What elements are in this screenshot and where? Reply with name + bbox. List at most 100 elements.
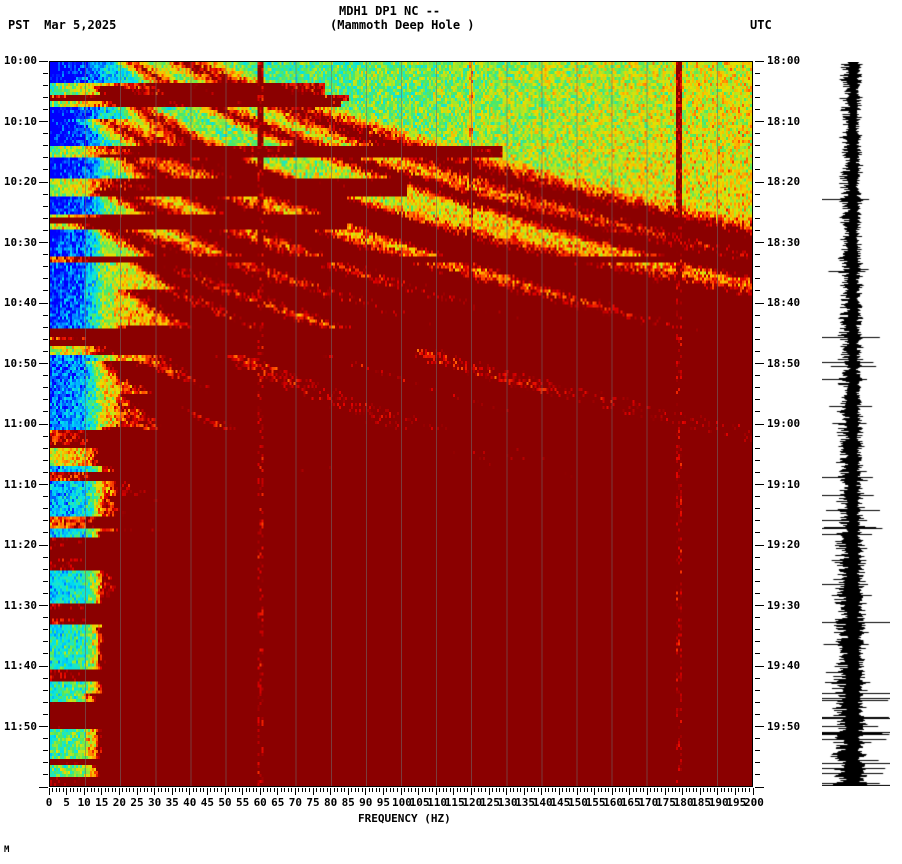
y-tick-label-pst: 10:30 bbox=[3, 235, 37, 249]
axis-tick bbox=[43, 145, 48, 147]
axis-tick bbox=[703, 788, 705, 792]
axis-tick bbox=[326, 788, 328, 792]
axis-tick bbox=[755, 96, 760, 98]
axis-tick bbox=[43, 568, 48, 570]
x-tick-label: 10 bbox=[77, 796, 91, 809]
axis-tick bbox=[43, 629, 48, 631]
y-tick-label-pst: 11:30 bbox=[3, 598, 37, 612]
x-tick-label: 110 bbox=[427, 796, 448, 809]
axis-tick bbox=[523, 788, 525, 795]
axis-tick bbox=[43, 435, 48, 437]
axis-tick bbox=[755, 423, 764, 425]
axis-tick bbox=[43, 326, 48, 328]
axis-tick bbox=[291, 788, 293, 792]
axis-tick bbox=[39, 60, 48, 62]
axis-tick bbox=[284, 788, 286, 792]
axis-tick bbox=[706, 788, 708, 792]
axis-tick bbox=[755, 290, 760, 292]
axis-tick bbox=[587, 788, 589, 792]
axis-tick bbox=[185, 788, 187, 792]
x-tick-label: 165 bbox=[620, 796, 641, 809]
axis-tick bbox=[43, 375, 48, 377]
axis-tick bbox=[347, 788, 349, 795]
axis-tick bbox=[235, 788, 237, 792]
axis-tick bbox=[39, 786, 48, 788]
axis-tick bbox=[477, 788, 479, 792]
axis-tick bbox=[685, 788, 687, 792]
axis-tick bbox=[748, 788, 750, 792]
axis-tick bbox=[344, 788, 346, 792]
axis-tick bbox=[506, 788, 508, 795]
axis-tick bbox=[731, 788, 733, 792]
axis-tick bbox=[59, 788, 61, 792]
axis-tick bbox=[449, 788, 451, 792]
y-tick-label-utc: 19:20 bbox=[767, 538, 801, 551]
axis-tick bbox=[43, 290, 48, 292]
axis-tick bbox=[154, 788, 156, 795]
axis-tick bbox=[43, 387, 48, 389]
axis-tick bbox=[43, 229, 48, 231]
axis-tick bbox=[755, 774, 760, 776]
axis-tick bbox=[520, 788, 522, 792]
axis-tick bbox=[470, 788, 472, 795]
axis-tick bbox=[432, 788, 434, 792]
axis-tick bbox=[43, 205, 48, 207]
axis-tick bbox=[354, 788, 356, 792]
axis-tick bbox=[316, 788, 318, 792]
axis-tick bbox=[319, 788, 321, 792]
axis-tick bbox=[755, 641, 760, 643]
axis-tick bbox=[755, 157, 760, 159]
axis-tick bbox=[43, 641, 48, 643]
axis-tick bbox=[203, 788, 205, 792]
axis-tick bbox=[755, 508, 760, 510]
axis-tick bbox=[755, 677, 760, 679]
y-tick-label-pst: 11:00 bbox=[3, 417, 37, 430]
axis-tick bbox=[43, 471, 48, 473]
axis-tick bbox=[386, 788, 388, 792]
x-tick-label: 60 bbox=[253, 796, 267, 809]
axis-tick bbox=[43, 411, 48, 413]
axis-tick bbox=[421, 788, 423, 792]
axis-tick bbox=[544, 788, 546, 792]
axis-tick bbox=[389, 788, 391, 792]
axis-tick bbox=[755, 592, 760, 594]
axis-tick bbox=[678, 788, 680, 792]
x-tick-label: 135 bbox=[515, 796, 536, 809]
axis-tick bbox=[755, 193, 760, 195]
axis-tick bbox=[129, 788, 131, 792]
axis-tick bbox=[495, 788, 497, 792]
axis-tick bbox=[755, 532, 760, 534]
axis-tick bbox=[755, 665, 764, 667]
x-axis-title: FREQUENCY (HZ) bbox=[358, 812, 451, 825]
x-tick-label: 155 bbox=[585, 796, 606, 809]
axis-tick bbox=[122, 788, 124, 792]
axis-tick bbox=[565, 788, 567, 792]
axis-tick bbox=[558, 788, 560, 795]
axis-tick bbox=[755, 750, 760, 752]
axis-tick bbox=[245, 788, 247, 792]
axis-tick bbox=[87, 788, 89, 792]
axis-tick bbox=[43, 556, 48, 558]
axis-tick bbox=[196, 788, 198, 792]
axis-tick bbox=[55, 788, 57, 792]
axis-tick bbox=[636, 788, 638, 792]
axis-tick bbox=[755, 229, 760, 231]
axis-tick bbox=[118, 788, 120, 795]
axis-tick bbox=[43, 157, 48, 159]
y-tick-label-utc: 19:40 bbox=[767, 659, 801, 672]
axis-tick bbox=[639, 788, 641, 792]
x-tick-label: 40 bbox=[183, 796, 197, 809]
axis-tick bbox=[108, 788, 110, 792]
axis-tick bbox=[755, 84, 760, 86]
spectrogram-panel[interactable] bbox=[49, 61, 753, 787]
x-tick-label: 5 bbox=[63, 796, 70, 809]
axis-tick bbox=[752, 788, 754, 795]
axis-tick bbox=[43, 532, 48, 534]
axis-tick bbox=[43, 677, 48, 679]
axis-tick bbox=[43, 72, 48, 74]
axis-tick bbox=[755, 786, 764, 788]
axis-tick bbox=[446, 788, 448, 792]
axis-tick bbox=[43, 701, 48, 703]
axis-tick bbox=[442, 788, 444, 792]
axis-tick bbox=[555, 788, 557, 792]
